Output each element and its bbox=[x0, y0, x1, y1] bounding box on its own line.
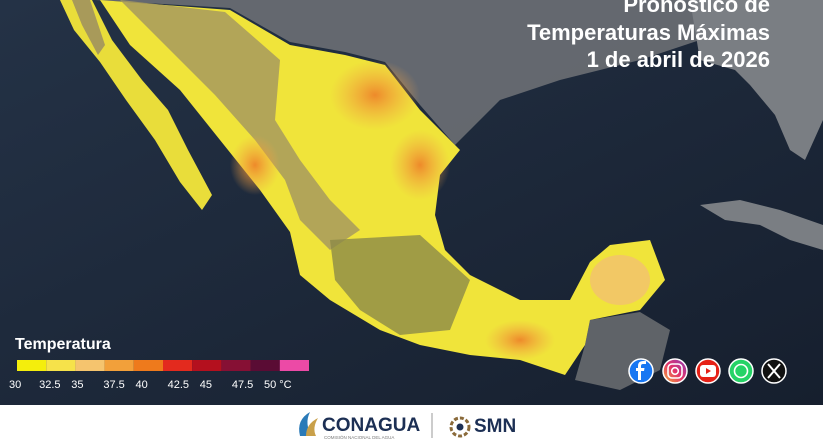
x-glyph bbox=[767, 363, 781, 379]
title-line: Temperaturas Máximas bbox=[527, 20, 770, 45]
legend-swatch bbox=[250, 360, 280, 371]
legend-swatch bbox=[279, 360, 309, 371]
footer bbox=[0, 405, 823, 440]
instagram-glyph bbox=[667, 363, 683, 379]
legend-label: 37.5 bbox=[103, 379, 124, 391]
legend-label: 35 bbox=[71, 379, 83, 391]
legend: Temperatura 30 32.5 35 37.5 40 42.5 45 47.5 50 °… bbox=[9, 336, 309, 391]
hot-zone bbox=[485, 320, 555, 360]
legend-label: 32.5 bbox=[39, 379, 60, 391]
sierra-madre bbox=[120, 0, 360, 250]
legend-label: 45 bbox=[200, 379, 212, 391]
legend-label: 40 bbox=[135, 379, 147, 391]
whatsapp-icon[interactable] bbox=[728, 358, 754, 384]
legend-label: 47.5 bbox=[232, 379, 253, 391]
youtube-glyph bbox=[706, 368, 711, 374]
legend-swatch bbox=[133, 360, 163, 371]
legend-swatch bbox=[75, 360, 105, 371]
hot-zone bbox=[330, 60, 420, 130]
legend-swatch bbox=[104, 360, 134, 371]
title-line: Pronóstico de bbox=[623, 0, 770, 17]
yucatan-zone bbox=[590, 255, 650, 305]
hot-zone bbox=[390, 130, 450, 200]
instagram-glyph bbox=[670, 366, 680, 376]
legend-label: 30 bbox=[9, 379, 21, 391]
smn-logo-mark bbox=[456, 423, 464, 431]
hot-zone bbox=[230, 135, 280, 195]
cuba bbox=[700, 200, 823, 250]
facebook-glyph bbox=[636, 361, 646, 380]
title-line: 1 de abril de 2026 bbox=[587, 47, 770, 72]
legend-label: 42.5 bbox=[168, 379, 189, 391]
baja-desert bbox=[72, 0, 105, 55]
conagua-logo: CONAGUA bbox=[322, 415, 420, 436]
legend-swatch bbox=[221, 360, 251, 371]
florida bbox=[690, 0, 823, 160]
legend-swatch bbox=[163, 360, 193, 371]
legend-label: 50 °C bbox=[264, 379, 292, 391]
central-plateau bbox=[330, 235, 470, 335]
social-icons bbox=[628, 358, 787, 384]
legend-swatch bbox=[46, 360, 76, 371]
conagua-logo-mark bbox=[306, 418, 318, 436]
smn-logo-mark bbox=[449, 416, 471, 438]
whatsapp-glyph bbox=[733, 363, 749, 379]
legend-title: Temperatura bbox=[15, 336, 111, 353]
legend-swatch bbox=[17, 360, 47, 371]
smn-logo: SMN bbox=[474, 416, 516, 437]
legend-swatch bbox=[192, 360, 222, 371]
instagram-icon[interactable] bbox=[662, 358, 688, 384]
conagua-subtitle: COMISIÓN NACIONAL DEL AGUA bbox=[324, 434, 394, 440]
